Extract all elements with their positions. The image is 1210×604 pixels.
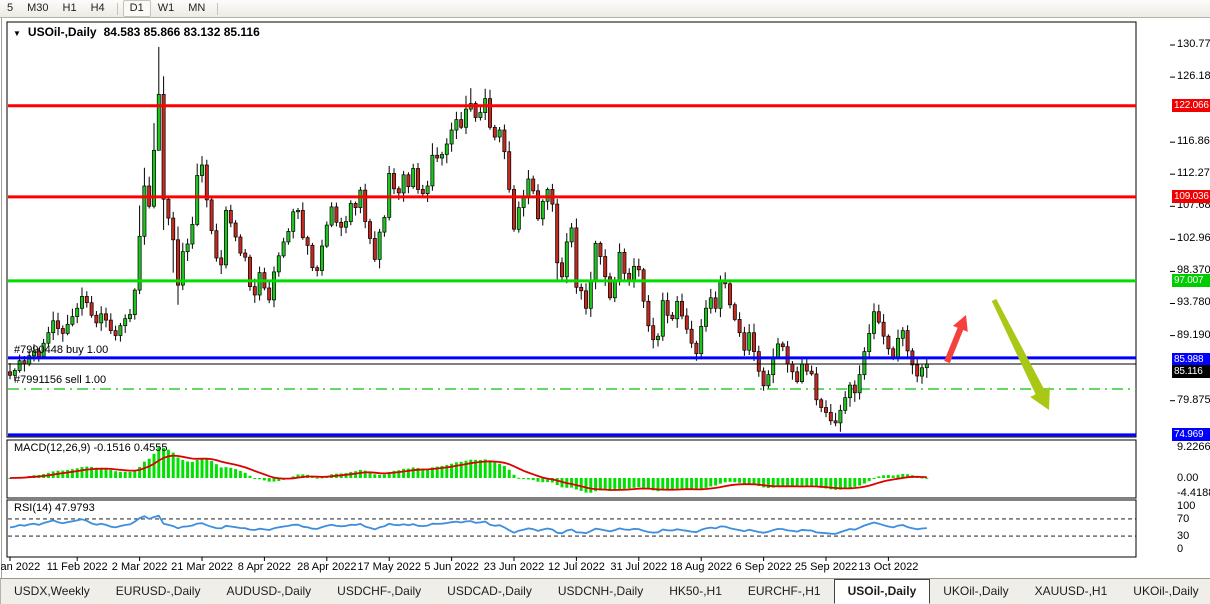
chart-tab-audusd-daily[interactable]: AUDUSD-,Daily: [226, 584, 312, 598]
date-tick-label: 12 Jul 2022: [547, 561, 605, 573]
price-tick-label: 126.180: [1177, 70, 1210, 83]
price-tick-label: 112.275: [1177, 167, 1210, 180]
symbol-dropdown-icon[interactable]: ▼: [13, 28, 21, 38]
date-tick-label: 25 Sep 2022: [794, 561, 858, 573]
price-tick-label: 98.370: [1177, 264, 1210, 277]
price-level-label-85.116: 85.116: [1172, 365, 1210, 378]
chart-tab-eurchf-h1[interactable]: EURCHF-,H1: [747, 584, 821, 598]
chart-tab-usoil-daily[interactable]: USOil-,Daily: [833, 579, 931, 604]
price-tick-label: 93.780: [1177, 296, 1210, 309]
macd-axis-label: -4.4188: [1177, 486, 1210, 499]
date-tick-label: 31 Jul 2022: [610, 561, 668, 573]
date-tick-label: 2 Mar 2022: [111, 561, 168, 573]
timeframe-button-mn[interactable]: MN: [188, 2, 206, 14]
macd-axis-label: 9.2266: [1177, 441, 1210, 454]
date-tick-label: 8 Apr 2022: [237, 561, 291, 573]
price-level-label-97.007: 97.007: [1172, 274, 1210, 288]
price-tick-label: 89.190: [1177, 328, 1210, 341]
macd-indicator-label: MACD(12,26,9) -0.1516 0.4555: [14, 442, 168, 454]
timeframe-button-5[interactable]: 5: [7, 2, 14, 14]
chart-tab-ukoil-daily[interactable]: UKOil-,Daily: [1133, 584, 1199, 598]
rsi-axis-label: 100: [1177, 500, 1196, 512]
chart-tab-usdcnh-daily[interactable]: USDCNH-,Daily: [557, 584, 644, 598]
price-tick-label: 102.960: [1177, 232, 1210, 245]
buy-order-label: #7990448 buy 1.00: [14, 344, 109, 356]
date-tick-label: 6 Sep 2022: [735, 561, 792, 573]
price-level-label-109.036: 109.036: [1172, 190, 1210, 204]
price-tick-label: 116.865: [1177, 135, 1210, 148]
date-tick-label: 5 Jun 2022: [424, 561, 479, 573]
chart-tab-usdcad-daily[interactable]: USDCAD-,Daily: [447, 584, 532, 598]
chart-tab-usdchf-daily[interactable]: USDCHF-,Daily: [337, 584, 422, 598]
date-tick-label: 23 Jun 2022: [483, 561, 545, 573]
timeframe-button-w1[interactable]: W1: [157, 2, 175, 14]
chart-tab-bar: USDX,Weekly EURUSD-,Daily AUDUSD-,Daily USD…: [0, 578, 1210, 604]
bullish-arrow-annotation[interactable]: [944, 315, 968, 364]
date-tick-label: 21 Mar 2022: [171, 561, 233, 573]
date-tick-label: 18 Aug 2022: [670, 561, 733, 573]
rsi-indicator-label: RSI(14) 47.9793: [14, 502, 95, 514]
date-tick-label: 13 Oct 2022: [858, 561, 919, 573]
date-tick-label: 11 Feb 2022: [46, 561, 108, 573]
rsi-line: [9, 514, 927, 535]
candlestick-series[interactable]: [8, 94, 929, 424]
price-tick-label: 130.770: [1177, 38, 1210, 50]
panel-rsi[interactable]: [6, 499, 1137, 558]
bearish-arrow-annotation[interactable]: [991, 298, 1050, 410]
chart-tab-ukoil-daily[interactable]: UKOil-,Daily: [943, 584, 1009, 598]
timeframe-button-d1[interactable]: D1: [122, 0, 151, 17]
price-tick-label: 79.875: [1177, 393, 1210, 406]
tabbar-left-edge: [0, 579, 1, 604]
panel-macd[interactable]: [6, 439, 1137, 499]
rsi-axis-label: 30: [1177, 530, 1190, 543]
date-tick-label: 24 Jan 2022: [0, 561, 41, 573]
timeframe-button-h1[interactable]: H1: [62, 2, 77, 14]
timeframe-toolbar: 5 M30 H1 H4 D1 W1 MN: [0, 0, 1210, 18]
timeframe-button-h4[interactable]: H4: [90, 2, 105, 14]
macd-signal-line: [9, 454, 927, 491]
chart-tab-xauusd-h1[interactable]: XAUUSD-,H1: [1034, 584, 1108, 598]
price-level-label-74.969: 74.969: [1172, 428, 1210, 442]
macd-axis-label: 0.00: [1177, 472, 1199, 484]
chart-tab-usdx-weekly[interactable]: USDX,Weekly: [14, 584, 90, 598]
date-tick-label: 17 May 2022: [357, 561, 421, 573]
chart-symbol-label: USOil-,Daily: [27, 25, 97, 39]
chart-tab-hk50-h1[interactable]: HK50-,H1: [669, 584, 722, 598]
rsi-axis-label: 0: [1177, 543, 1184, 555]
toolbar-separator: [116, 2, 118, 15]
chart-tab-eurusd-daily[interactable]: EURUSD-,Daily: [115, 584, 201, 598]
price-level-label-85.988: 85.988: [1172, 352, 1210, 366]
price-level-label-122.066: 122.066: [1172, 99, 1210, 113]
timeframe-button-m30[interactable]: M30: [27, 2, 49, 14]
chart-title: ▼ USOil-,Daily 84.583 85.866 83.132 85.1…: [13, 25, 260, 39]
rsi-axis-label: 70: [1177, 512, 1190, 525]
sell-order-label: #7991156 sell 1.00: [14, 374, 107, 386]
chart-ohlc-values: 84.583 85.866 83.132 85.116: [103, 25, 260, 39]
toolbar-separator: [217, 2, 219, 15]
date-tick-label: 28 Apr 2022: [297, 561, 357, 573]
